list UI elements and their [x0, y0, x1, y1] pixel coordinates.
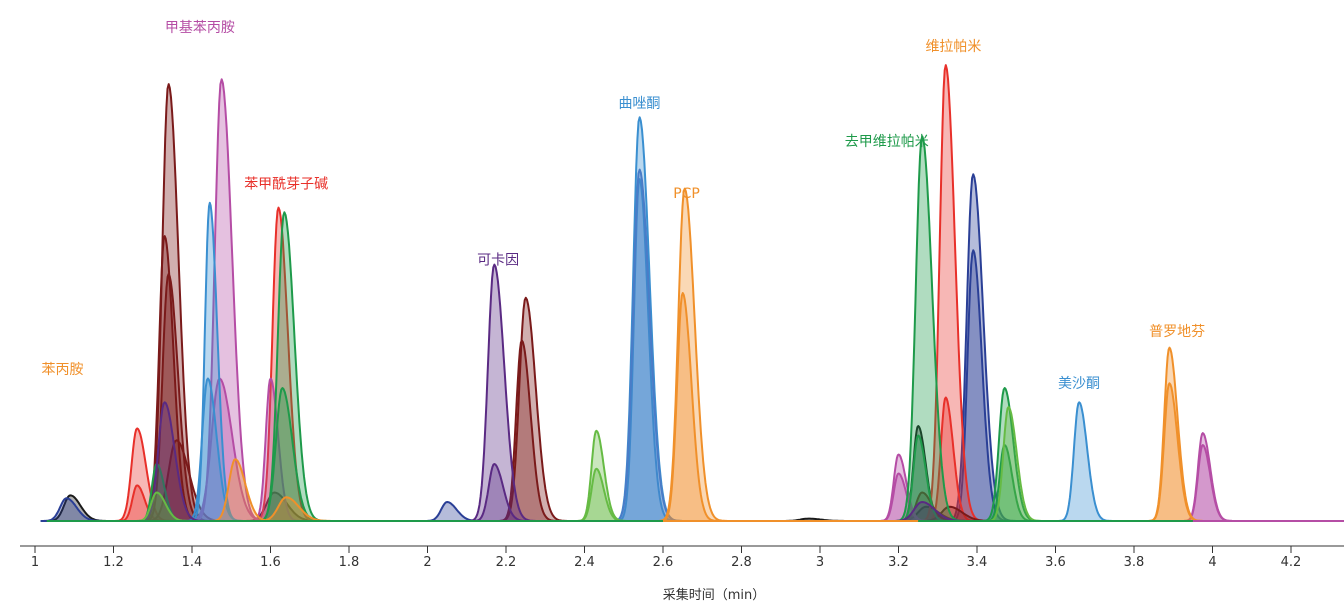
x-axis: 1 1.2 1.4 1.6 1.8 2 2.2 2.4 2.6 2.8 3 3.2 3.4 3.6 3.8 4…: [20, 545, 1344, 570]
peak-label: 甲基苯丙胺: [165, 19, 235, 36]
x-tick-label: 3.8: [1124, 555, 1145, 570]
x-tick-label: 2.8: [731, 555, 752, 570]
peak-trace: [616, 178, 679, 522]
peak-label: 美沙酮: [1058, 376, 1100, 392]
x-tick-label: 2: [423, 555, 431, 570]
peak-label: 普罗地芬: [1149, 324, 1205, 340]
x-tick-label: 1.6: [260, 555, 281, 570]
peak-label: 维拉帕米: [925, 39, 981, 55]
x-tick-label: 3.4: [967, 555, 988, 570]
x-tick-label: 3.2: [888, 555, 909, 570]
x-tick-label: 2.2: [496, 555, 517, 570]
x-tick-label: 1.4: [182, 555, 203, 570]
peak-label: 苯甲酰芽子碱: [244, 176, 328, 193]
peak-trace: [1057, 401, 1116, 522]
peak-label: 曲唑酮: [618, 96, 660, 112]
peak-trace: [253, 206, 321, 522]
x-tick-label: 3: [816, 555, 824, 570]
peak-trace: [613, 168, 685, 522]
x-tick-label: 2.4: [574, 555, 595, 570]
peak-trace: [1182, 444, 1237, 522]
peak-trace: [468, 263, 540, 522]
peak-label: 苯丙胺: [41, 361, 83, 378]
x-tick-label: 4.2: [1281, 555, 1302, 570]
x-axis-title: 采集时间（min）: [663, 587, 766, 603]
x-tick-label: 1.2: [103, 555, 124, 570]
x-tick-label: 1: [31, 555, 39, 570]
x-axis-ticks: 1 1.2 1.4 1.6 1.8 2 2.2 2.4 2.6 2.8 3 3.2 3.4 3.6 3.8 4…: [31, 546, 1301, 570]
peak-label: 可卡因: [477, 253, 519, 269]
chromatogram-traces: [40, 64, 1237, 522]
x-tick-label: 4: [1208, 555, 1216, 570]
x-tick-label: 1.8: [339, 555, 360, 570]
peak-label: PCP: [673, 186, 700, 202]
x-tick-label: 3.6: [1045, 555, 1066, 570]
x-tick-label: 2.6: [653, 555, 674, 570]
peak-label: 去甲维拉帕米: [845, 134, 929, 150]
